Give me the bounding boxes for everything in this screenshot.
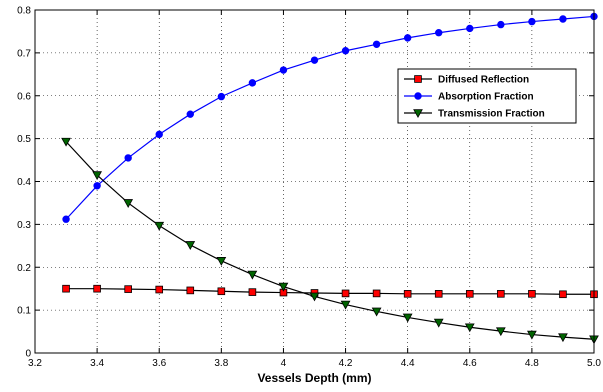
data-point-0-0 bbox=[62, 284, 70, 293]
data-point-2-2 bbox=[123, 199, 134, 208]
data-point-0-6 bbox=[248, 288, 257, 296]
series-line-1 bbox=[65, 15, 595, 220]
data-point-2-4 bbox=[185, 241, 196, 250]
x-tick-label: 4.2 bbox=[339, 358, 353, 369]
data-point-2-5 bbox=[216, 257, 227, 266]
data-point-0-15 bbox=[528, 290, 536, 298]
data-point-2-15 bbox=[527, 330, 537, 340]
series-lines bbox=[65, 15, 595, 340]
y-tick-labels: 0 0.1 0.2 0.3 0.4 0.5 0.6 0.7 0.8 bbox=[17, 6, 31, 360]
legend-label-0: Diffused Reflection bbox=[438, 75, 529, 86]
data-point-2-12 bbox=[433, 318, 444, 328]
data-point-0-10 bbox=[372, 289, 381, 298]
data-point-0-12 bbox=[434, 290, 443, 298]
data-point-1-11 bbox=[403, 34, 412, 42]
data-point-2-0 bbox=[61, 137, 71, 147]
data-point-0-1 bbox=[93, 284, 101, 293]
legend: Diffused Reflection Absorption Fraction Tr… bbox=[397, 68, 577, 124]
series-markers bbox=[61, 12, 599, 345]
data-point-1-12 bbox=[435, 29, 443, 37]
data-point-1-10 bbox=[372, 40, 381, 48]
x-tick-label: 4 bbox=[281, 358, 287, 369]
data-point-1-7 bbox=[279, 66, 288, 74]
data-point-2-7 bbox=[278, 282, 289, 292]
legend-marker-0 bbox=[414, 75, 422, 83]
x-tick-label: 3.2 bbox=[28, 358, 42, 369]
data-point-1-1 bbox=[93, 182, 101, 190]
y-tick-label: 0.1 bbox=[17, 306, 31, 317]
x-tick-label: 4.6 bbox=[463, 358, 477, 369]
data-point-0-3 bbox=[155, 285, 164, 294]
data-point-1-6 bbox=[248, 79, 257, 87]
data-point-1-15 bbox=[528, 17, 536, 26]
data-point-2-6 bbox=[247, 270, 258, 280]
x-tick-label: 3.4 bbox=[90, 358, 104, 369]
data-point-2-16 bbox=[558, 333, 568, 343]
x-tick-label: 4.4 bbox=[401, 358, 415, 369]
data-point-1-14 bbox=[497, 20, 505, 29]
series-line-2 bbox=[65, 141, 595, 340]
y-tick-label: 0 bbox=[25, 349, 31, 360]
x-axis-label: Vessels Depth (mm) bbox=[257, 371, 371, 385]
x-tick-label: 3.6 bbox=[152, 358, 166, 369]
axis-ticks bbox=[34, 9, 595, 354]
x-tick-label: 4.8 bbox=[525, 358, 539, 369]
y-tick-label: 0.7 bbox=[17, 48, 31, 59]
y-tick-label: 0.4 bbox=[17, 177, 31, 188]
data-point-1-8 bbox=[310, 56, 319, 64]
data-point-0-14 bbox=[497, 290, 505, 298]
data-point-1-2 bbox=[124, 154, 132, 162]
legend-label-1: Absorption Fraction bbox=[438, 92, 534, 103]
data-point-1-9 bbox=[341, 47, 350, 55]
data-point-2-13 bbox=[464, 323, 475, 333]
legend-marker-1 bbox=[414, 92, 422, 100]
data-point-1-13 bbox=[466, 24, 474, 33]
legend-marker-2 bbox=[413, 109, 423, 119]
x-tick-labels: 3.2 3.4 3.6 3.8 4 4.2 4.4 4.6 4.8 5.0 bbox=[28, 358, 601, 369]
y-tick-label: 0.3 bbox=[17, 220, 31, 231]
data-point-2-9 bbox=[340, 300, 351, 310]
data-point-1-5 bbox=[217, 92, 226, 101]
data-point-2-14 bbox=[495, 327, 506, 337]
data-point-1-4 bbox=[186, 110, 194, 118]
series-line-0 bbox=[66, 288, 594, 295]
data-point-2-3 bbox=[154, 221, 165, 231]
data-point-0-9 bbox=[341, 289, 350, 298]
x-tick-label: 5.0 bbox=[587, 358, 601, 369]
data-point-2-1 bbox=[92, 171, 102, 181]
data-point-1-0 bbox=[62, 215, 70, 223]
y-tick-label: 0.2 bbox=[17, 263, 31, 274]
x-tick-label: 3.8 bbox=[214, 358, 228, 369]
data-point-0-13 bbox=[465, 290, 474, 298]
data-point-1-16 bbox=[559, 15, 567, 23]
data-point-2-10 bbox=[371, 307, 382, 317]
data-point-0-11 bbox=[403, 290, 412, 298]
data-point-2-8 bbox=[309, 292, 320, 302]
data-point-0-4 bbox=[186, 286, 195, 295]
data-point-2-11 bbox=[402, 313, 413, 323]
legend-label-2: Transmission Fraction bbox=[438, 109, 545, 120]
y-tick-label: 0.8 bbox=[17, 6, 31, 17]
data-point-0-5 bbox=[217, 287, 226, 296]
data-point-0-2 bbox=[124, 285, 132, 293]
data-point-1-3 bbox=[155, 130, 163, 139]
y-tick-label: 0.6 bbox=[17, 91, 31, 102]
y-tick-label: 0.5 bbox=[17, 134, 31, 145]
data-point-0-16 bbox=[559, 290, 567, 299]
